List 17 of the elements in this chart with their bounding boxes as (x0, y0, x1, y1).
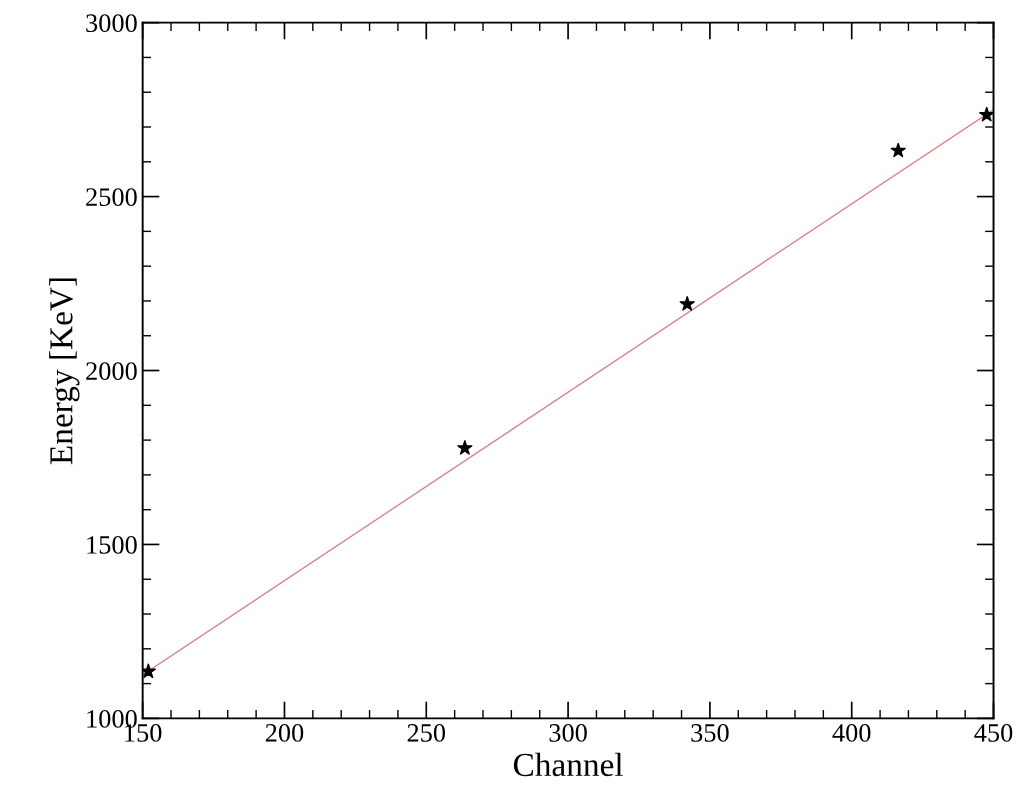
point (979, 106, 994, 122)
y-tick-label: 1500 (87, 536, 137, 554)
y-axis-title: Energy [KeV] (49, 278, 80, 465)
point (679, 296, 695, 311)
y-tick-label: 2500 (86, 188, 137, 206)
point (457, 440, 473, 455)
x-tick-label: 400 (832, 724, 871, 742)
y-tick-label: 2000 (86, 362, 137, 380)
point (890, 142, 906, 158)
point (142, 663, 156, 679)
x-axis-title: Channel (513, 752, 623, 777)
x-tick-label: 350 (691, 724, 729, 742)
x-tick-label: 250 (407, 724, 446, 742)
x-tick-label: 450 (974, 724, 1013, 742)
x-tick-label: 300 (549, 724, 587, 742)
x-tick-label: 200 (265, 724, 304, 742)
y-tick-label: 3000 (86, 14, 137, 33)
